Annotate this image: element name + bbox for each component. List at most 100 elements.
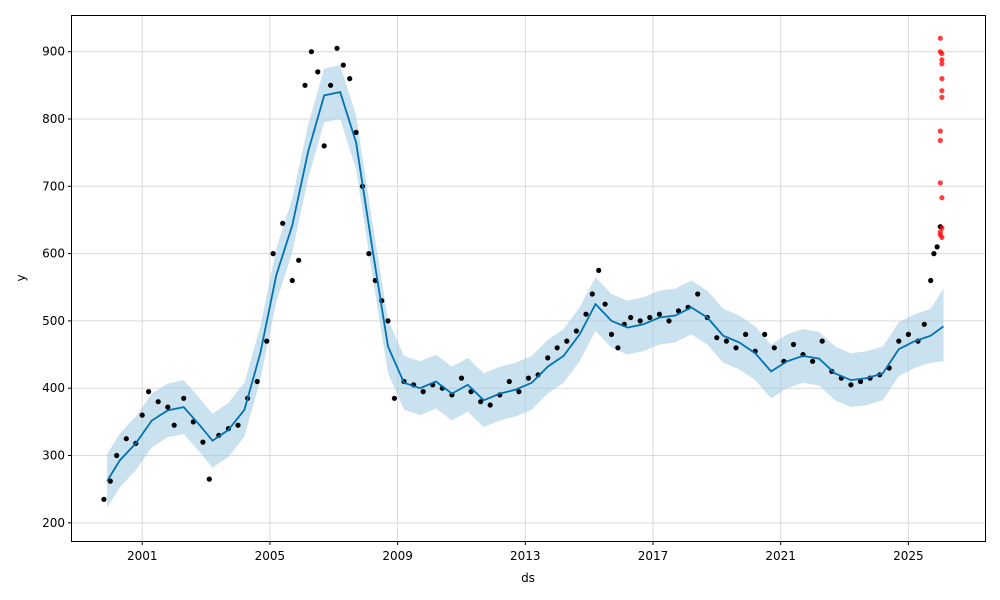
outlier-point xyxy=(939,61,945,67)
observed-point xyxy=(289,277,295,284)
observed-point xyxy=(385,318,391,324)
outlier-point xyxy=(939,225,945,231)
x-tick-label: 2009 xyxy=(382,549,413,563)
observed-point xyxy=(608,331,615,337)
observed-point xyxy=(181,395,187,401)
x-tick-label: 2017 xyxy=(638,549,669,563)
observed-point xyxy=(296,257,302,263)
observed-point xyxy=(931,251,937,257)
observed-point xyxy=(139,412,145,418)
observed-point xyxy=(762,331,768,337)
plot-frame xyxy=(71,15,986,542)
y-tick-label: 800 xyxy=(42,112,65,126)
y-axis-title: y xyxy=(14,274,28,281)
observed-point xyxy=(790,341,797,348)
observed-point xyxy=(458,375,465,381)
observed-point xyxy=(589,291,595,297)
observed-point xyxy=(347,76,353,82)
observed-point xyxy=(733,345,739,351)
x-axis-ticks: 2001 2005 2009 2013 2017 2021 2025 xyxy=(127,541,924,563)
outlier-point xyxy=(939,76,945,82)
observed-point xyxy=(165,404,171,410)
observed-point xyxy=(366,251,372,257)
observed-point xyxy=(487,402,493,408)
observed-point xyxy=(583,311,589,317)
y-tick-label: 400 xyxy=(42,381,65,395)
outlier-point xyxy=(939,94,945,100)
observed-point xyxy=(848,382,854,388)
outlier-point xyxy=(937,35,943,41)
y-tick-label: 200 xyxy=(42,516,65,530)
observed-point xyxy=(206,476,212,482)
observed-point xyxy=(928,277,934,284)
observed-point xyxy=(525,375,532,381)
outlier-point xyxy=(939,88,945,94)
observed-point xyxy=(353,129,359,135)
observed-point xyxy=(478,399,484,405)
outlier-point xyxy=(937,128,943,134)
observed-point xyxy=(857,378,864,385)
y-tick-label: 600 xyxy=(42,247,65,261)
observed-point xyxy=(235,422,241,428)
y-tick-label: 700 xyxy=(42,179,65,193)
x-tick-label: 2025 xyxy=(893,549,924,563)
observed-point xyxy=(656,311,663,317)
observed-point xyxy=(647,314,653,321)
outlier-points xyxy=(937,35,945,240)
observed-point xyxy=(302,82,308,88)
observed-point xyxy=(628,314,634,321)
observed-point xyxy=(328,82,334,88)
observed-point xyxy=(564,338,570,344)
observed-point xyxy=(771,345,777,351)
outlier-point xyxy=(939,51,945,57)
observed-point xyxy=(666,318,672,324)
y-tick-label: 300 xyxy=(42,449,65,463)
outlier-point xyxy=(939,195,945,201)
observed-point xyxy=(280,220,286,226)
observed-point xyxy=(819,338,825,344)
observed-point xyxy=(545,355,551,361)
outlier-point xyxy=(937,137,943,144)
observed-point xyxy=(420,389,426,395)
observed-point xyxy=(596,267,602,273)
observed-point xyxy=(905,331,912,337)
observed-point xyxy=(254,378,260,385)
y-tick-label: 500 xyxy=(42,314,65,328)
observed-point xyxy=(516,389,522,395)
observed-point xyxy=(675,308,682,314)
observed-point xyxy=(114,452,120,459)
observed-point xyxy=(270,251,276,257)
observed-point xyxy=(308,49,314,55)
observed-point xyxy=(321,143,327,149)
observed-point xyxy=(340,62,346,68)
x-tick-label: 2005 xyxy=(255,549,286,563)
y-tick-label: 900 xyxy=(42,45,65,59)
observed-point xyxy=(695,291,701,297)
observed-point xyxy=(934,244,940,250)
outlier-point xyxy=(937,180,943,186)
observed-point xyxy=(723,338,730,344)
x-axis-title: ds xyxy=(521,571,535,585)
observed-point xyxy=(714,335,720,341)
observed-point xyxy=(554,345,560,351)
outlier-point xyxy=(939,57,945,63)
observed-point xyxy=(101,496,107,502)
observed-point xyxy=(615,345,621,351)
observed-point xyxy=(334,45,340,51)
observed-point xyxy=(810,358,816,364)
observed-point xyxy=(573,328,580,334)
observed-point xyxy=(155,399,161,405)
observed-point xyxy=(146,389,152,395)
observed-point xyxy=(264,338,270,344)
observed-point xyxy=(107,478,113,484)
observed-point xyxy=(391,395,397,401)
observed-point xyxy=(921,321,927,327)
observed-point xyxy=(200,439,206,445)
x-tick-label: 2013 xyxy=(510,549,541,563)
observed-point xyxy=(602,301,608,307)
observed-point xyxy=(637,318,643,324)
outlier-point xyxy=(939,234,945,240)
forecast-line-path xyxy=(106,91,945,482)
observed-point xyxy=(743,331,749,337)
